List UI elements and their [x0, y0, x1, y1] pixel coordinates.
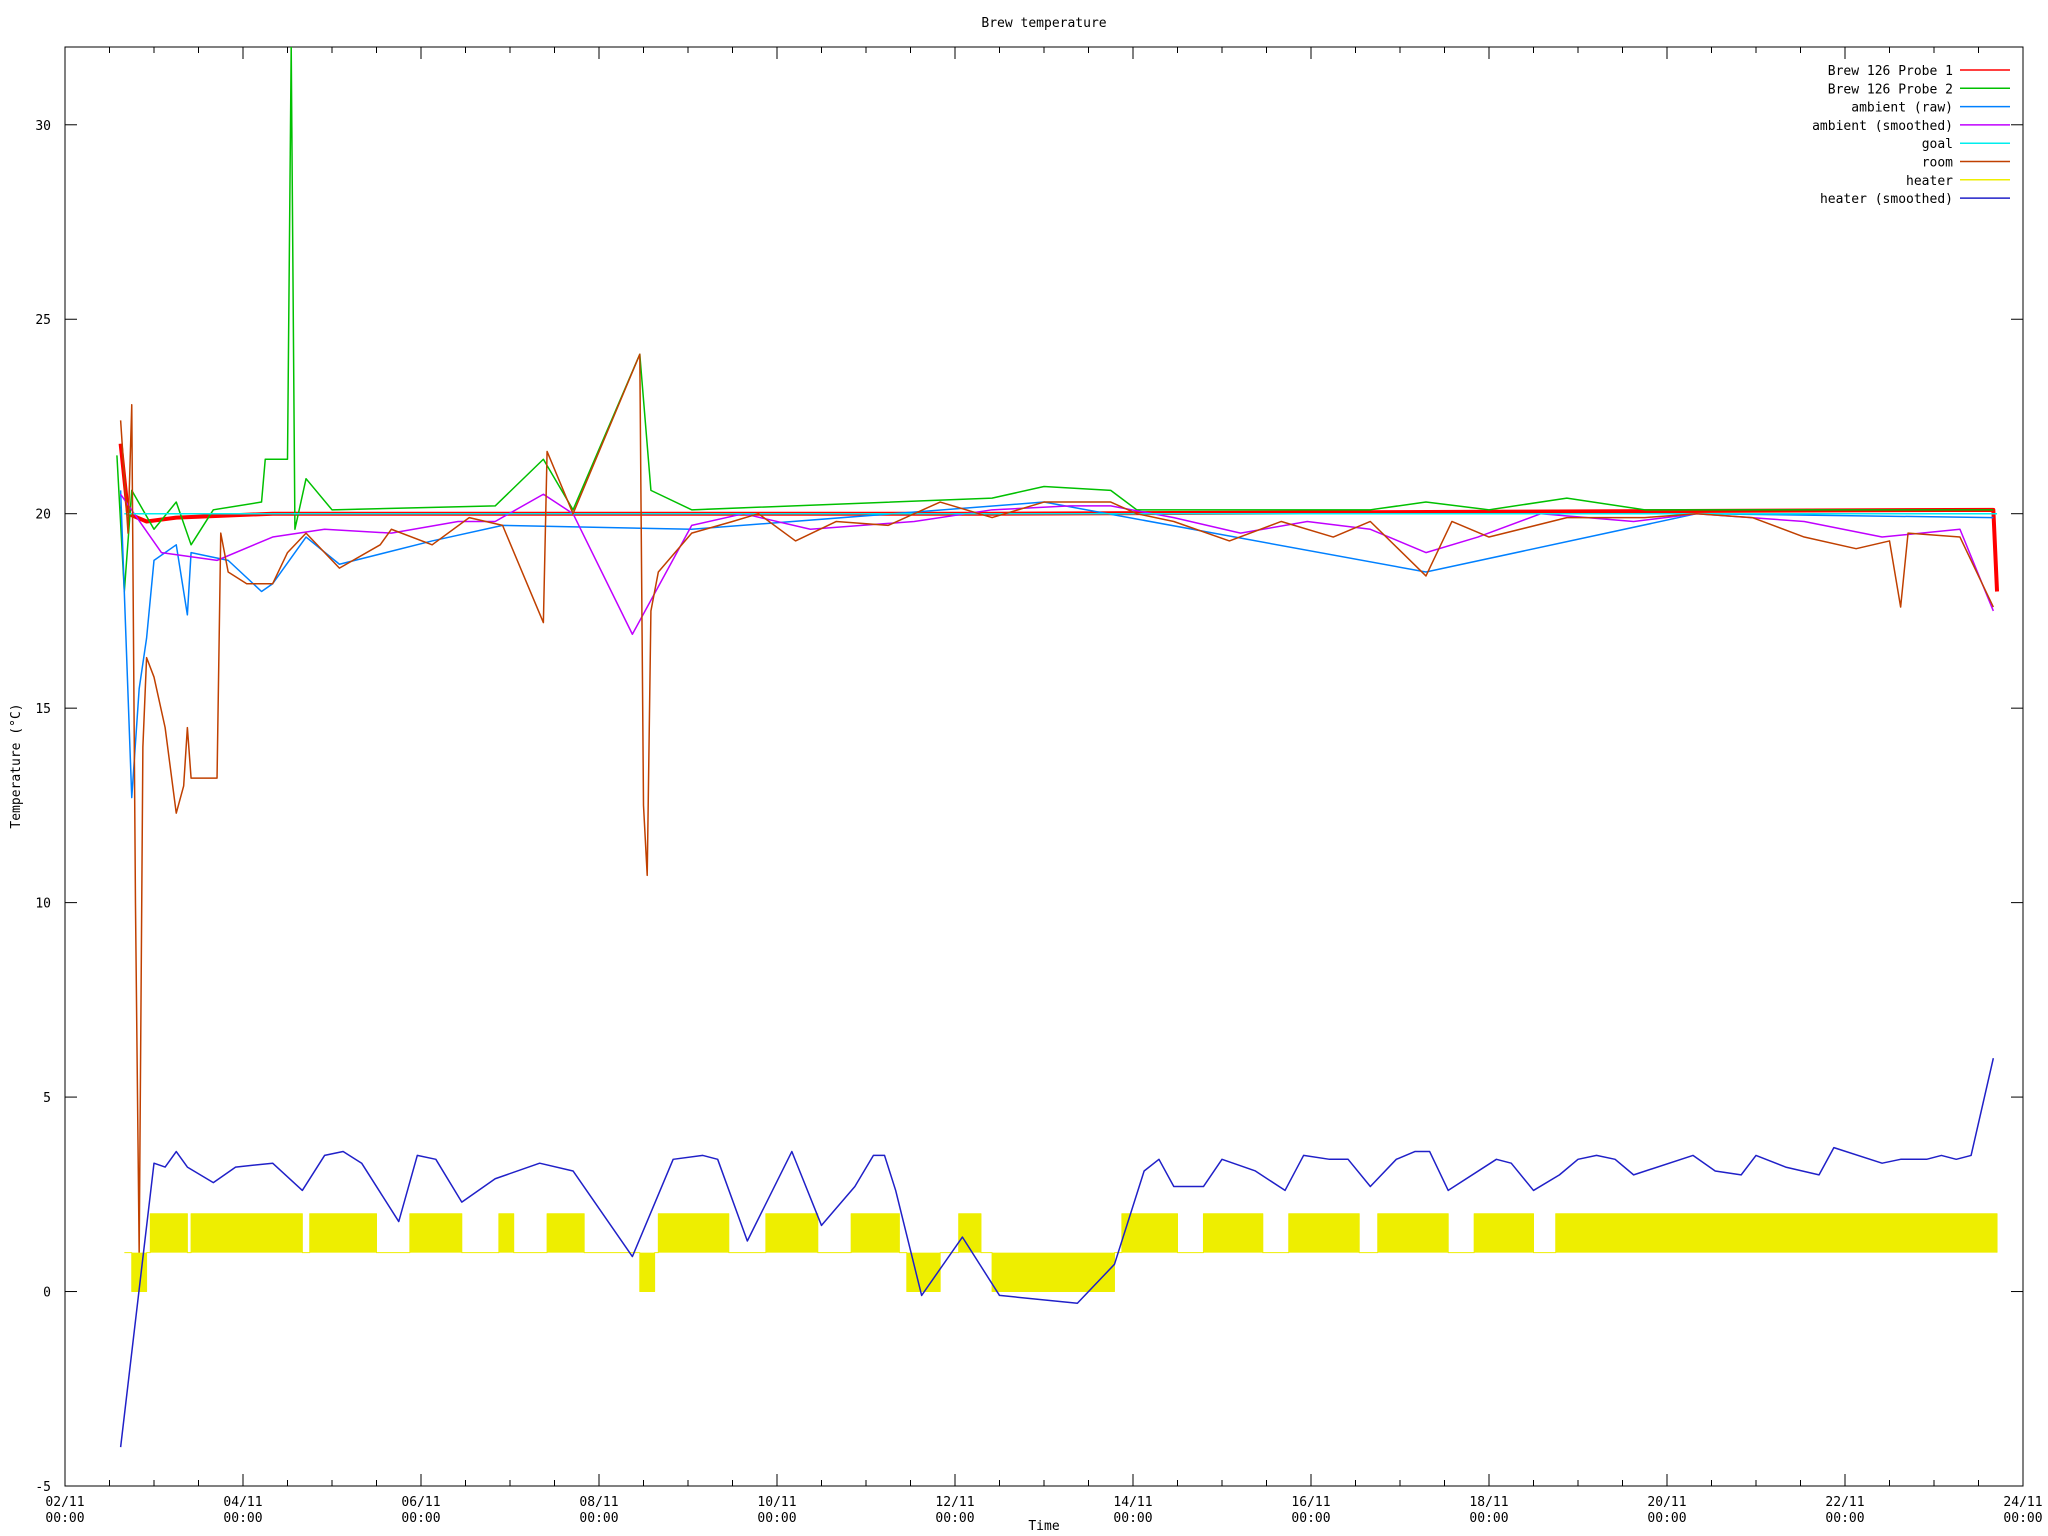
- series-line: [116, 47, 1994, 593]
- heater-block: [765, 1213, 818, 1253]
- series-line: [119, 1058, 1995, 1448]
- heater-block: [1121, 1213, 1178, 1253]
- legend-label: Brew 126 Probe 2: [1828, 82, 1953, 97]
- heater-block: [1288, 1213, 1360, 1253]
- y-tick-label: 15: [35, 702, 51, 717]
- heater-block: [547, 1213, 585, 1253]
- y-tick-label: 5: [43, 1091, 51, 1106]
- x-tick-label: 16/11 00:00: [1291, 1495, 1330, 1526]
- heater-block: [409, 1213, 462, 1253]
- x-axis-label: Time: [1028, 1519, 1059, 1534]
- heater-block: [639, 1252, 655, 1292]
- heater-block: [658, 1213, 729, 1253]
- heater-block: [498, 1213, 514, 1253]
- y-tick-label: 30: [35, 119, 51, 134]
- x-tick-label: 06/11 00:00: [401, 1495, 440, 1526]
- x-tick-label: 18/11 00:00: [1469, 1495, 1508, 1526]
- x-tick-label: 24/11 00:00: [2003, 1495, 2042, 1526]
- series-line: [119, 353, 1995, 1254]
- x-tick-label: 08/11 00:00: [579, 1495, 618, 1526]
- heater-block: [309, 1213, 377, 1253]
- series-line: [120, 493, 1995, 636]
- legend-label: ambient (smoothed): [1812, 119, 1953, 134]
- x-tick-label: 20/11 00:00: [1647, 1495, 1686, 1526]
- heater-block: [1555, 1213, 1998, 1253]
- heater-block: [1377, 1213, 1449, 1253]
- x-tick-label: 04/11 00:00: [223, 1495, 262, 1526]
- heater-block: [1474, 1213, 1534, 1253]
- heater-block: [992, 1252, 1115, 1292]
- y-tick-label: 25: [35, 313, 51, 328]
- chart-title: Brew temperature: [981, 16, 1106, 31]
- series-line: [119, 490, 1994, 799]
- y-tick-label: -5: [35, 1480, 51, 1495]
- heater-block: [958, 1213, 981, 1253]
- x-tick-label: 14/11 00:00: [1113, 1495, 1152, 1526]
- heater-block: [1203, 1213, 1263, 1253]
- y-tick-label: 0: [43, 1286, 51, 1301]
- legend-label: room: [1922, 156, 1953, 171]
- legend-label: goal: [1922, 137, 1953, 152]
- x-tick-label: 12/11 00:00: [935, 1495, 974, 1526]
- y-tick-label: 10: [35, 897, 51, 912]
- legend-label: Brew 126 Probe 1: [1828, 64, 1953, 79]
- x-tick-label: 02/11 00:00: [45, 1495, 84, 1526]
- legend-label: heater (smoothed): [1820, 192, 1953, 207]
- legend-label: ambient (raw): [1851, 101, 1953, 116]
- heater-block: [150, 1213, 188, 1253]
- y-tick-label: 20: [35, 508, 51, 523]
- heater-block: [851, 1213, 900, 1253]
- x-tick-label: 10/11 00:00: [757, 1495, 796, 1526]
- legend-label: heater: [1906, 174, 1953, 189]
- x-tick-label: 22/11 00:00: [1825, 1495, 1864, 1526]
- series-line: [124, 1213, 1998, 1293]
- y-axis-label: Temperature (°C): [9, 703, 24, 828]
- plot-area: [116, 47, 2000, 1448]
- heater-block: [191, 1213, 303, 1253]
